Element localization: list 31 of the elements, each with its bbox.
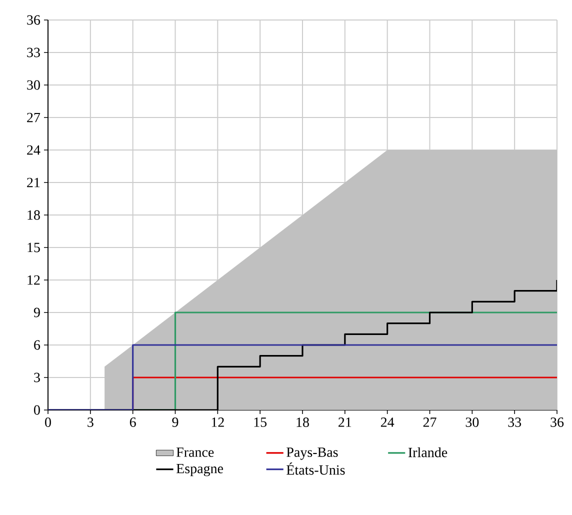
- x-tick-label: 9: [172, 418, 178, 427]
- legend-label: Irlande: [408, 447, 448, 458]
- legend-label: Pays-Bas: [286, 448, 338, 460]
- legend-label: Espagne: [176, 464, 224, 476]
- x-tick-label: 18: [296, 418, 309, 427]
- y-tick-label: 33: [27, 48, 40, 58]
- x-tick-label: 12: [212, 418, 224, 427]
- legend-label: France: [176, 448, 214, 457]
- y-tick-label: 0: [34, 405, 40, 415]
- y-tick-label: 15: [28, 242, 40, 252]
- x-tick-label: 6: [130, 418, 136, 427]
- legend-label: États-Unis: [286, 462, 345, 475]
- x-tick-label: 21: [338, 418, 352, 427]
- y-tick-label: 27: [27, 112, 40, 122]
- y-tick-label: 24: [27, 145, 40, 155]
- y-tick-label: 9: [34, 308, 40, 318]
- x-tick-label: 0: [45, 418, 51, 427]
- x-tick-label: 24: [380, 418, 394, 427]
- x-tick-label: 33: [508, 418, 522, 427]
- y-tick-label: 30: [27, 80, 40, 90]
- y-tick-label: 21: [27, 178, 40, 188]
- y-tick-label: 12: [28, 275, 40, 285]
- y-tick-label: 36: [27, 15, 40, 25]
- x-tick-label: 27: [423, 418, 436, 427]
- x-tick-label: 15: [254, 418, 267, 427]
- x-tick-label: 30: [466, 418, 479, 427]
- y-tick-label: 3: [34, 372, 40, 382]
- x-tick-label: 36: [550, 418, 564, 427]
- y-tick-label: 18: [28, 210, 40, 220]
- y-tick-label: 6: [34, 340, 40, 350]
- x-tick-label: 3: [88, 418, 94, 427]
